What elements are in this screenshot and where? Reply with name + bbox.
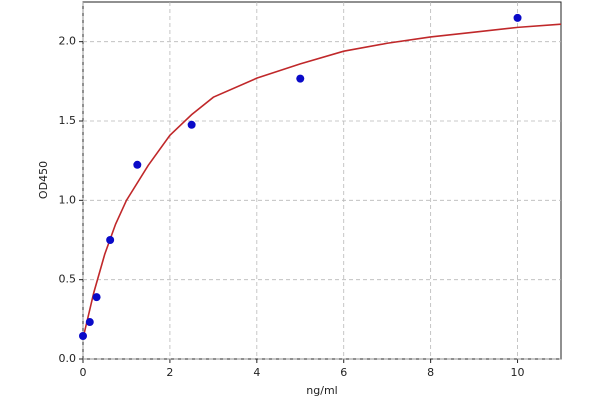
y-tick-label: 2.0 <box>59 35 77 48</box>
data-point <box>85 318 94 327</box>
data-point <box>513 13 522 22</box>
data-point <box>79 331 87 340</box>
y-tick-label: 1.0 <box>59 193 77 206</box>
y-tick-label: 1.5 <box>59 114 77 127</box>
fit-curve <box>82 23 562 339</box>
y-axis-label: OD450 <box>37 161 50 199</box>
x-tick-label: 2 <box>166 366 173 379</box>
y-tick-label: 0.5 <box>59 273 77 286</box>
data-point <box>187 120 196 129</box>
y-tick-label: 0.0 <box>59 352 77 365</box>
data-point <box>296 74 305 83</box>
data-point <box>133 160 142 169</box>
x-tick-label: 6 <box>340 366 347 379</box>
x-tick-label: 4 <box>253 366 260 379</box>
x-tick-label: 0 <box>80 366 87 379</box>
plot-area <box>82 1 562 360</box>
x-tick-label: 8 <box>427 366 434 379</box>
x-tick-label: 10 <box>511 366 525 379</box>
data-point <box>92 293 101 302</box>
data-point <box>106 236 115 244</box>
x-axis-label: ng/ml <box>306 384 337 397</box>
